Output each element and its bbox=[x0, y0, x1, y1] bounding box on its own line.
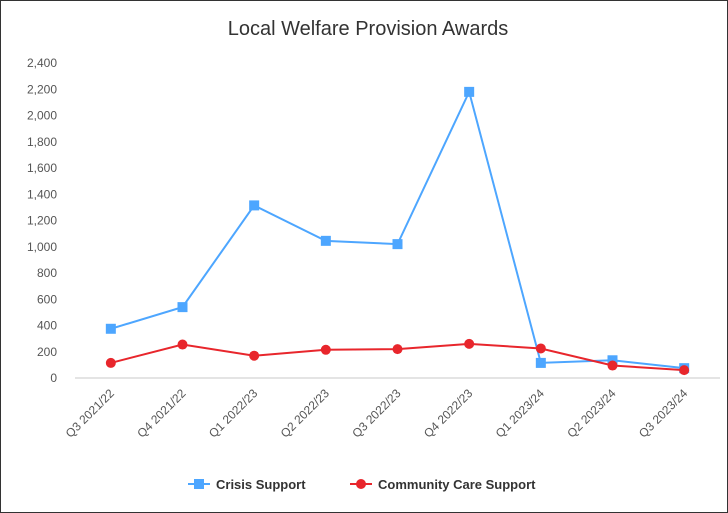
data-point[interactable] bbox=[535, 357, 546, 368]
x-tick-label: Q3 2023/24 bbox=[636, 386, 690, 440]
y-tick-label: 1,400 bbox=[27, 187, 57, 201]
data-point[interactable] bbox=[607, 360, 618, 371]
x-tick-label: Q2 2022/23 bbox=[278, 386, 332, 440]
series-crisis-support bbox=[105, 86, 690, 374]
series-community-care-support bbox=[105, 338, 690, 376]
legend-item-crisis-support[interactable]: Crisis Support bbox=[188, 477, 306, 492]
y-tick-label: 1,200 bbox=[27, 214, 57, 228]
data-point[interactable] bbox=[607, 355, 618, 366]
series-line-crisis-support bbox=[110, 88, 685, 370]
y-tick-label: 1,800 bbox=[27, 135, 57, 149]
x-tick-label: Q1 2023/24 bbox=[493, 386, 547, 440]
x-tick-label: Q4 2021/22 bbox=[134, 386, 188, 440]
data-point[interactable] bbox=[177, 302, 188, 313]
legend-marker-circle bbox=[356, 479, 366, 489]
data-point[interactable] bbox=[249, 350, 260, 361]
legend-item-community-care-support[interactable]: Community Care Support bbox=[350, 477, 536, 492]
data-point[interactable] bbox=[464, 86, 475, 97]
legend-marker-square bbox=[194, 479, 204, 489]
y-tick-label: 2,200 bbox=[27, 82, 57, 96]
legend-label: Crisis Support bbox=[216, 477, 306, 492]
legend: Crisis Support Community Care Support bbox=[188, 477, 536, 492]
plot-area bbox=[105, 86, 690, 376]
y-tick-label: 400 bbox=[37, 319, 57, 333]
data-point[interactable] bbox=[105, 323, 116, 334]
y-tick-label: 1,600 bbox=[27, 161, 57, 175]
y-tick-label: 0 bbox=[50, 371, 57, 385]
data-point[interactable] bbox=[249, 200, 260, 211]
data-point[interactable] bbox=[320, 344, 331, 355]
y-tick-label: 1,000 bbox=[27, 240, 57, 254]
data-point[interactable] bbox=[679, 365, 690, 376]
data-point[interactable] bbox=[464, 338, 475, 349]
data-point[interactable] bbox=[392, 239, 403, 250]
x-tick-label: Q3 2022/23 bbox=[349, 386, 403, 440]
y-tick-label: 200 bbox=[37, 345, 57, 359]
y-tick-label: 600 bbox=[37, 292, 57, 306]
x-tick-label: Q4 2022/23 bbox=[421, 386, 475, 440]
x-axis: Q3 2021/22 Q4 2021/22 Q1 2022/23 Q2 2022/23… bbox=[63, 386, 691, 440]
y-tick-label: 2,000 bbox=[27, 109, 57, 123]
data-point[interactable] bbox=[535, 343, 546, 354]
x-tick-label: Q1 2022/23 bbox=[206, 386, 260, 440]
data-point[interactable] bbox=[177, 339, 188, 350]
x-tick-label: Q3 2021/22 bbox=[63, 386, 117, 440]
y-tick-label: 800 bbox=[37, 266, 57, 280]
legend-label: Community Care Support bbox=[378, 477, 536, 492]
y-axis: 0 200 400 600 800 1,000 1,200 1,400 1,600 1,800 2,… bbox=[27, 56, 57, 385]
data-point[interactable] bbox=[392, 344, 403, 355]
x-tick-label: Q2 2023/24 bbox=[564, 386, 618, 440]
data-point[interactable] bbox=[320, 235, 331, 246]
y-tick-label: 2,400 bbox=[27, 56, 57, 70]
chart-title: Local Welfare Provision Awards bbox=[228, 18, 509, 40]
data-point[interactable] bbox=[105, 357, 116, 368]
